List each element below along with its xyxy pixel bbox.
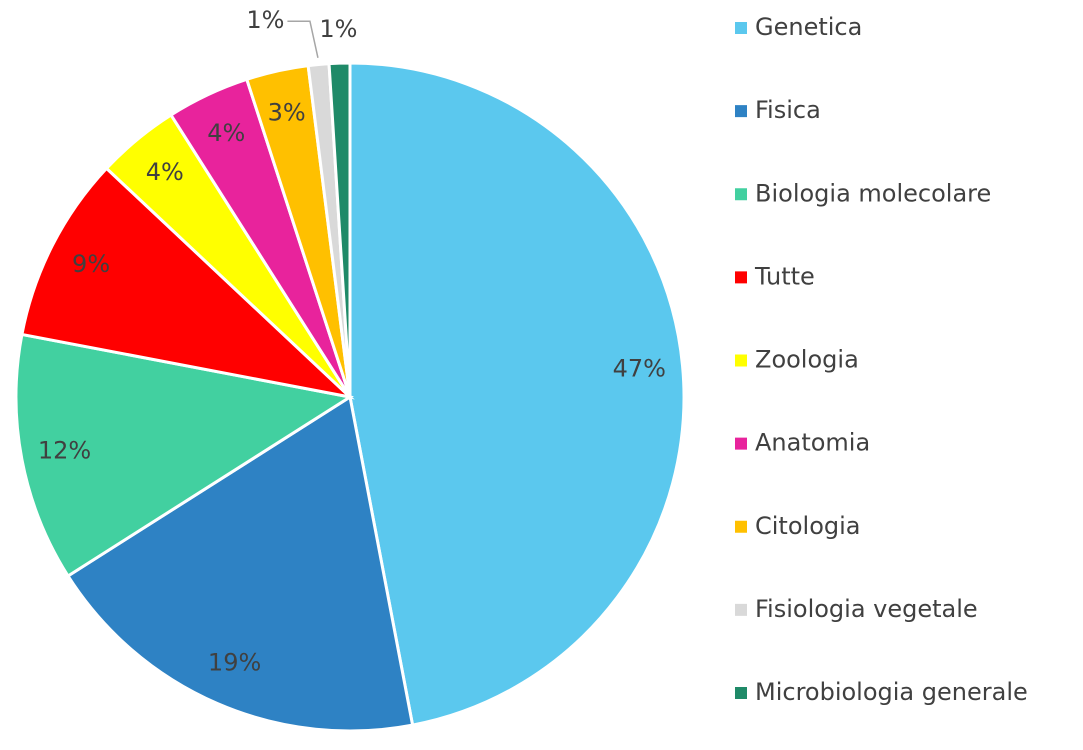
legend-label: Zoologia — [755, 346, 859, 374]
pie-slice — [14, 332, 355, 579]
legend-swatch — [735, 687, 747, 699]
legend-swatch — [735, 354, 747, 367]
legend-label: Biologia molecolare — [755, 179, 991, 207]
data-label: 4% — [146, 158, 184, 186]
legend-swatch — [735, 603, 747, 616]
legend-label: Anatomia — [755, 429, 870, 457]
legend-swatch — [735, 271, 747, 284]
legend-label: Fisiologia vegetale — [755, 595, 978, 623]
data-label: 1% — [319, 15, 357, 43]
legend-label: Microbiologia generale — [755, 678, 1028, 706]
data-label: 1% — [246, 6, 284, 34]
pie-slice — [348, 61, 686, 727]
data-label: 19% — [208, 649, 261, 677]
legend-swatch — [735, 437, 747, 450]
data-label: 9% — [72, 250, 110, 278]
data-label: 12% — [38, 436, 91, 464]
leader-line — [287, 20, 319, 58]
data-label: 47% — [613, 355, 666, 383]
pie-slice — [327, 61, 352, 398]
legend-label: Tutte — [754, 262, 815, 290]
legend-swatch — [735, 22, 747, 34]
pie-slice — [65, 394, 415, 733]
legend-label: Genetica — [755, 13, 862, 41]
data-label: 4% — [207, 119, 245, 147]
legend-label: Citologia — [755, 512, 860, 540]
legend-swatch — [735, 520, 747, 533]
legend-swatch — [735, 105, 747, 118]
legend-swatch — [735, 188, 747, 201]
pie-slice — [20, 166, 355, 400]
legend-label: Fisica — [755, 96, 821, 124]
data-label: 3% — [268, 98, 306, 126]
